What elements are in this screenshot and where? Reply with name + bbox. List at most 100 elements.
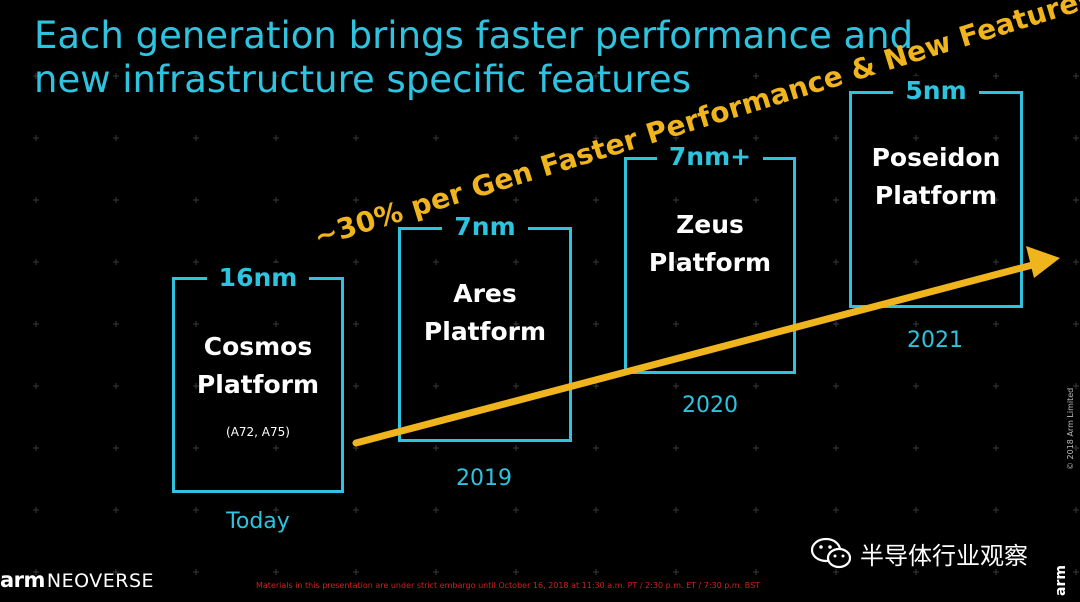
watermark-text: 半导体行业观察 <box>860 541 1028 570</box>
grid-mark <box>113 73 119 79</box>
grid-mark <box>913 569 919 575</box>
year-label-cosmos: Today <box>226 509 290 534</box>
grid-mark <box>993 73 999 79</box>
grid-mark <box>513 569 519 575</box>
grid-mark <box>673 569 679 575</box>
grid-mark <box>753 73 759 79</box>
grid-mark <box>993 321 999 327</box>
grid-mark <box>913 507 919 513</box>
grid-mark <box>673 445 679 451</box>
grid-mark <box>33 507 39 513</box>
grid-mark <box>833 259 839 265</box>
grid-mark <box>33 321 39 327</box>
platform-zeus: 7nm+ Zeus Platform <box>624 142 796 374</box>
platform-name-line-2: Platform <box>423 317 547 346</box>
grid-mark <box>993 383 999 389</box>
grid-mark <box>33 135 39 141</box>
grid-mark <box>673 73 679 79</box>
wechat-icon <box>810 537 852 569</box>
grid-mark <box>113 321 119 327</box>
grid-mark <box>513 73 519 79</box>
grid-mark <box>753 445 759 451</box>
watermark: 半导体行业观察 <box>810 533 1028 573</box>
grid-mark <box>993 259 999 265</box>
grid-mark <box>833 507 839 513</box>
embargo-notice: Materials in this presentation are under… <box>256 581 761 590</box>
grid-mark <box>753 321 759 327</box>
grid-mark <box>753 507 759 513</box>
grid-mark <box>833 321 839 327</box>
grid-mark <box>913 135 919 141</box>
grid-mark <box>593 507 599 513</box>
grid-mark <box>593 197 599 203</box>
grid-mark <box>913 197 919 203</box>
grid-mark <box>993 197 999 203</box>
year-label-poseidon: 2021 <box>907 328 963 353</box>
grid-mark <box>833 569 839 575</box>
grid-mark <box>513 445 519 451</box>
grid-mark <box>993 445 999 451</box>
grid-mark <box>753 259 759 265</box>
grid-mark <box>33 569 39 575</box>
platform-name-line-1: Zeus <box>676 210 744 239</box>
grid-mark <box>1073 259 1079 265</box>
grid-mark <box>433 259 439 265</box>
grid-mark <box>753 135 759 141</box>
grid-mark <box>433 383 439 389</box>
grid-mark <box>593 445 599 451</box>
grid-mark <box>193 569 199 575</box>
grid-mark <box>273 569 279 575</box>
grid-mark <box>353 507 359 513</box>
grid-mark <box>353 197 359 203</box>
grid-mark <box>33 73 39 79</box>
grid-mark <box>993 135 999 141</box>
arrow-head-icon <box>1026 246 1060 278</box>
grid-mark <box>113 569 119 575</box>
grid-mark <box>433 321 439 327</box>
grid-mark <box>433 197 439 203</box>
grid-mark <box>273 135 279 141</box>
grid-mark <box>33 259 39 265</box>
platform-name-line-2: Platform <box>196 370 320 399</box>
grid-mark <box>913 321 919 327</box>
grid-mark <box>833 73 839 79</box>
grid-mark <box>593 135 599 141</box>
grid-mark <box>593 569 599 575</box>
process-node-label: 5nm <box>849 76 1023 106</box>
grid-mark <box>193 73 199 79</box>
grid-mark <box>673 259 679 265</box>
grid-mark <box>433 135 439 141</box>
arrow-shaft <box>352 259 1044 447</box>
grid-mark <box>193 259 199 265</box>
grid-mark <box>33 197 39 203</box>
year-label-zeus: 2020 <box>682 393 738 418</box>
grid-mark <box>273 197 279 203</box>
grid-mark <box>913 445 919 451</box>
grid-mark <box>673 507 679 513</box>
platform-cores: (A72, A75) <box>226 425 290 439</box>
grid-mark <box>993 507 999 513</box>
grid-mark <box>433 507 439 513</box>
grid-mark <box>193 507 199 513</box>
copyright-notice: © 2018 Arm Limited <box>1066 387 1075 470</box>
grid-mark <box>593 321 599 327</box>
grid-mark <box>513 383 519 389</box>
arm-neoverse-logo: arm NEOVERSE <box>0 568 154 592</box>
grid-mark <box>593 73 599 79</box>
platform-ares: 7nm Ares Platform <box>398 212 572 442</box>
grid-mark <box>353 383 359 389</box>
grid-mark <box>1073 507 1079 513</box>
grid-mark <box>353 259 359 265</box>
grid-mark <box>33 445 39 451</box>
grid-mark <box>1073 135 1079 141</box>
platform-name-line-1: Poseidon <box>871 143 1001 172</box>
grid-mark <box>433 73 439 79</box>
grid-mark <box>113 135 119 141</box>
grid-mark <box>753 569 759 575</box>
grid-mark <box>193 321 199 327</box>
grid-mark <box>1073 445 1079 451</box>
slide-title: Each generation brings faster performanc… <box>34 14 1034 102</box>
year-label-ares: 2019 <box>456 466 512 491</box>
grid-mark <box>353 73 359 79</box>
